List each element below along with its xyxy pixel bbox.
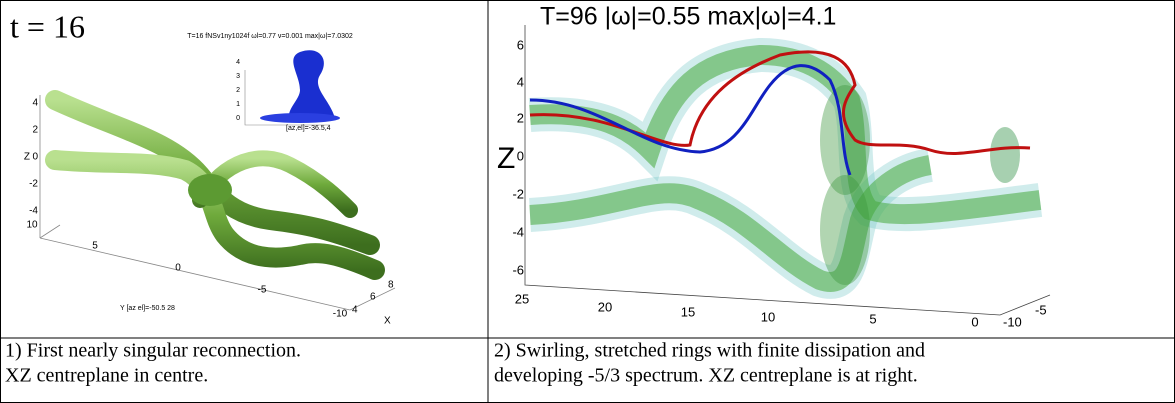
bottom-tick: 5 [869,311,876,326]
z-tick: 2 [517,110,524,125]
y-tick: 5 [92,241,98,252]
caption-line: 1) First nearly singular reconnection. [5,340,301,362]
left-render [39,50,396,311]
bottom-tick: 0 [971,314,978,329]
z-label: Z [24,152,30,163]
x-label: X [384,316,391,327]
z-tick: 0 [517,148,524,163]
caption-line: XZ centreplane in centre. [5,365,208,387]
z-tick: -4 [29,206,38,217]
z-tick: -2 [512,186,524,201]
view-label: Y [az el]=-50.5 28 [120,305,175,312]
bottom-tick: 20 [598,299,612,314]
panel-label: t = 16 [10,8,85,44]
z-tick: 4 [32,98,38,109]
bottom-tick: 25 [515,291,529,306]
z-tick: 4 [517,74,524,89]
x-tick: 4 [352,305,358,316]
inset-view: [az,el]=-36.5,4 [286,125,331,132]
z-tick: 6 [517,37,524,52]
inset-tick: 0 [236,115,240,122]
x-tick: 6 [370,292,376,303]
y-tick: 0 [175,263,181,274]
panel-label: T=96 |ω|=0.55 max|ω|=4.1 [540,3,836,31]
bottom-tick: 15 [681,304,695,319]
inset-tick: 3 [236,73,240,80]
inset-tick: 2 [236,87,240,94]
caption-line: 2) Swirling, stretched rings with finite… [494,340,925,362]
y-tick: -5 [258,285,267,296]
y-tick: 10 [26,220,38,231]
right-render [524,25,1051,316]
z-tick: -4 [512,224,524,239]
z-label: Z [497,142,515,175]
z-tick: -2 [29,179,38,190]
panel-header: T=16 fNSv1ny1024f ωl=0.77 ν=0.001 max|ω|… [187,33,353,40]
x-tick: 8 [388,280,394,291]
side-tick: -10 [1003,314,1022,329]
inset-tick: 1 [236,101,240,108]
caption-line: developing -5/3 spectrum. XZ centreplane… [494,365,918,387]
z-tick: -6 [512,262,524,277]
bottom-tick: 10 [761,309,775,324]
z-tick: 0 [32,152,38,163]
z-tick: 2 [32,125,38,136]
y-tick: -10 [333,309,348,320]
side-tick: -5 [1035,302,1047,317]
inset-tick: 4 [236,59,240,66]
